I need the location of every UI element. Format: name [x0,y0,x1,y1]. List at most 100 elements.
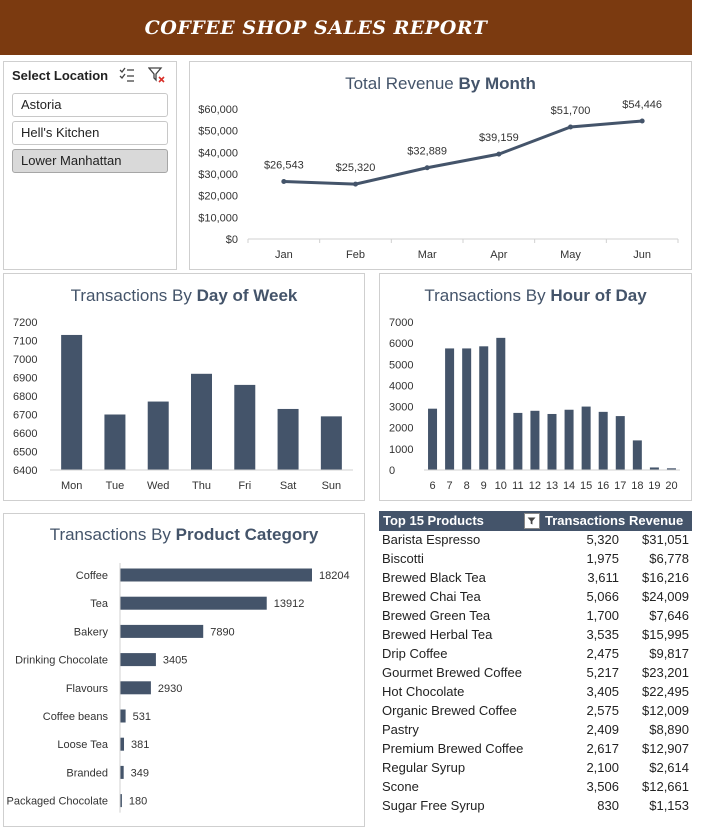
x-tick-label: 14 [563,480,575,492]
table-row: Regular Syrup 2,100 $2,614 [379,759,692,778]
data-point [568,124,573,130]
table-row: Hot Chocolate 3,405 $22,495 [379,683,692,702]
product-transactions: 3,506 [586,779,619,794]
product-transactions: 3,535 [586,627,619,642]
data-label: 180 [129,796,147,808]
y-tick-label: 3000 [389,402,413,414]
table-row: Drip Coffee 2,475 $9,817 [379,645,692,664]
x-tick-label: Thu [192,480,211,492]
product-transactions: 3,611 [587,570,619,585]
y-tick-label: 7200 [13,317,37,329]
day-of-week-plot: 6400 6500 6600 6700 6800 6900 7000 7100 7200 Mon T… [13,317,353,492]
slicer-item-astoria[interactable]: Astoria [12,93,168,117]
product-name: Pastry [382,722,419,737]
y-tick-label: $60,000 [198,104,238,116]
bar [120,681,151,695]
product-transactions: 2,475 [586,646,619,661]
product-transactions: 2,575 [586,703,619,718]
bar [428,408,438,470]
slicer-item-hells-kitchen[interactable]: Hell's Kitchen [12,121,168,145]
bar [564,409,574,470]
data-label: 349 [131,767,149,779]
product-name: Brewed Herbal Tea [382,627,493,642]
chart-title: Transactions By Product Category [49,525,319,544]
table-row: Biscotti 1,975 $6,778 [379,550,692,569]
y-tick-label: 1000 [389,444,413,456]
revenue-series-line [283,119,643,186]
table-row: Premium Brewed Coffee 2,617 $12,907 [379,740,692,759]
product-name: Sugar Free Syrup [382,798,485,813]
product-revenue: $7,646 [649,608,689,623]
product-name: Barista Espresso [382,532,481,547]
data-label: 3405 [163,655,187,667]
bar [496,337,506,470]
table-row: Brewed Herbal Tea 3,535 $15,995 [379,626,692,645]
table-row: Sugar Free Syrup 830 $1,153 [379,797,692,816]
category-label: Packaged Chocolate [6,796,108,808]
multi-select-icon[interactable] [118,66,136,84]
bar [547,413,557,470]
y-tick-label: 6800 [13,391,37,403]
product-name: Drip Coffee [382,646,448,661]
x-tick-label: Sun [322,480,342,492]
category-label: Branded [66,767,108,779]
bar [120,624,204,638]
report-title: COFFEE SHOP SALES REPORT [144,16,488,39]
product-transactions: 1,700 [586,608,619,623]
product-revenue: $2,614 [649,760,689,775]
data-point [424,165,430,171]
x-tick-label: Apr [490,249,507,261]
table-header: Top 15 Products Transactions Revenue [379,511,692,531]
y-tick-label: 0 [389,465,395,477]
product-revenue: $12,009 [642,703,689,718]
data-point [639,118,645,124]
transactions-by-day-chart: Transactions By Day of Week 6400 6500 6600… [3,273,365,501]
x-tick-label: 8 [464,480,470,492]
report-banner: COFFEE SHOP SALES REPORT [0,0,692,55]
y-tick-label: 4000 [389,380,413,392]
y-tick-label: 7000 [13,354,37,366]
y-tick-label: $10,000 [198,212,238,224]
location-slicer: Select Location Astoria Hell's Kitchen L… [3,61,177,270]
data-label: 18204 [319,570,350,582]
x-tick-label: 12 [529,480,541,492]
product-name: Gourmet Brewed Coffee [382,665,522,680]
bar [147,401,169,470]
bar [615,416,625,470]
product-name: Brewed Black Tea [382,570,486,585]
product-name: Organic Brewed Coffee [382,703,517,718]
y-tick-label: $20,000 [198,191,238,203]
bar [120,653,156,667]
chart-title: Transactions By Hour of Day [424,286,647,305]
x-tick-label: Jun [633,249,651,261]
x-tick-label: 20 [665,480,677,492]
product-revenue: $12,907 [642,741,689,756]
data-label: 13912 [274,598,305,610]
x-tick-label: Tue [106,480,125,492]
data-label: $26,543 [264,159,304,171]
category-label: Loose Tea [57,739,108,751]
y-tick-label: 7100 [13,336,37,348]
product-revenue: $15,995 [642,627,689,642]
bar [462,348,472,470]
y-tick-label: 6500 [13,447,37,459]
x-tick-label: 17 [614,480,626,492]
bar [666,468,676,470]
product-transactions: 5,217 [586,665,619,680]
y-tick-label: $30,000 [198,169,238,181]
filter-dropdown-icon[interactable] [524,513,540,529]
x-tick-label: 18 [631,480,643,492]
product-name: Brewed Green Tea [382,608,491,623]
data-label: 7890 [210,626,234,638]
category-label: Drinking Chocolate [15,655,108,667]
product-transactions: 1,975 [586,551,619,566]
category-label: Tea [90,598,109,610]
table-row: Gourmet Brewed Coffee 5,217 $23,201 [379,664,692,683]
data-label: $32,889 [407,146,447,158]
data-label: $51,700 [551,105,591,117]
product-name: Hot Chocolate [382,684,465,699]
slicer-item-lower-manhattan[interactable]: Lower Manhattan [12,149,168,173]
product-revenue: $1,153 [649,798,689,813]
clear-filter-icon[interactable] [148,66,166,84]
data-point [353,181,358,187]
